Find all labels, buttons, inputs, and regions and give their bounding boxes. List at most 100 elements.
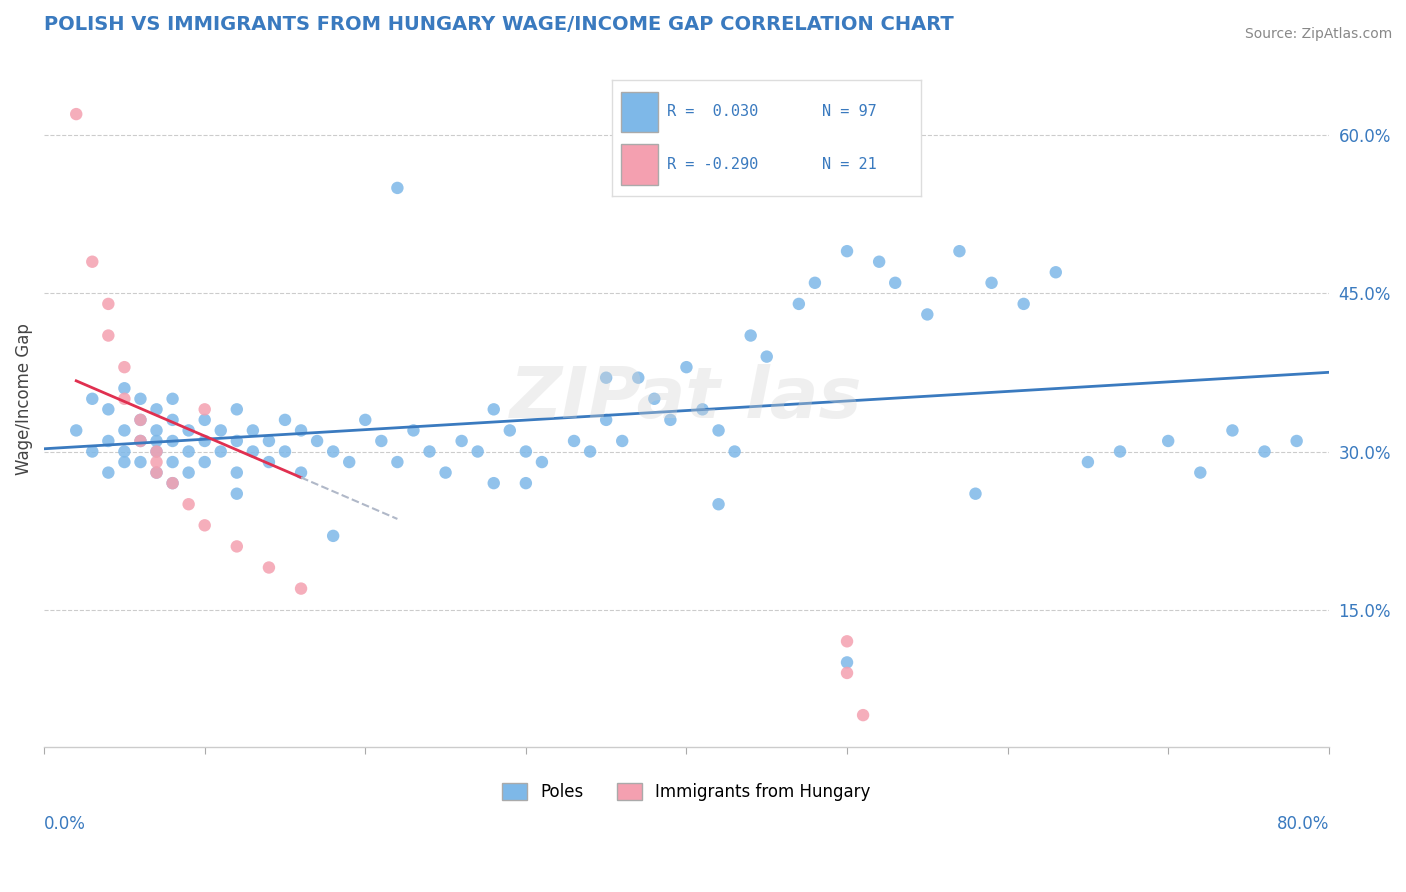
Point: [948, 244, 970, 259]
Point: [1109, 444, 1132, 458]
Point: [723, 444, 745, 458]
Point: [145, 402, 167, 417]
Point: [112, 444, 135, 458]
Point: [1012, 297, 1035, 311]
Point: [129, 392, 152, 406]
Text: R =  0.030: R = 0.030: [668, 104, 759, 120]
Point: [755, 350, 778, 364]
Point: [194, 402, 217, 417]
Point: [290, 466, 312, 480]
Point: [145, 424, 167, 438]
Point: [145, 466, 167, 480]
Point: [1222, 424, 1244, 438]
Text: N = 97: N = 97: [823, 104, 877, 120]
Bar: [621, 92, 658, 132]
Point: [112, 360, 135, 375]
Point: [1253, 444, 1275, 458]
Point: [917, 308, 939, 322]
Point: [225, 402, 247, 417]
Point: [145, 434, 167, 448]
Point: [387, 455, 409, 469]
Point: [1077, 455, 1099, 469]
Point: [707, 424, 730, 438]
Point: [595, 370, 617, 384]
Point: [450, 434, 472, 448]
Text: 80.0%: 80.0%: [1277, 815, 1329, 833]
Point: [627, 370, 650, 384]
Point: [579, 444, 602, 458]
Point: [515, 476, 537, 491]
Text: 0.0%: 0.0%: [44, 815, 86, 833]
Point: [787, 297, 810, 311]
Point: [643, 392, 665, 406]
Point: [274, 413, 297, 427]
Point: [145, 444, 167, 458]
Point: [257, 455, 280, 469]
Point: [595, 413, 617, 427]
Point: [129, 434, 152, 448]
Point: [242, 424, 264, 438]
Point: [257, 560, 280, 574]
Point: [467, 444, 489, 458]
Text: R = -0.290: R = -0.290: [668, 157, 759, 172]
Point: [337, 455, 360, 469]
Point: [112, 381, 135, 395]
Point: [65, 424, 87, 438]
Point: [835, 244, 858, 259]
Point: [177, 424, 200, 438]
Text: POLISH VS IMMIGRANTS FROM HUNGARY WAGE/INCOME GAP CORRELATION CHART: POLISH VS IMMIGRANTS FROM HUNGARY WAGE/I…: [44, 15, 953, 34]
Point: [162, 392, 184, 406]
Point: [162, 476, 184, 491]
Text: ZIPat las: ZIPat las: [510, 364, 863, 434]
Point: [129, 434, 152, 448]
Point: [1045, 265, 1067, 279]
Point: [482, 402, 505, 417]
Point: [82, 392, 104, 406]
Point: [145, 466, 167, 480]
Point: [97, 434, 120, 448]
Point: [162, 434, 184, 448]
Point: [290, 424, 312, 438]
Point: [675, 360, 697, 375]
Point: [145, 455, 167, 469]
Point: [980, 276, 1002, 290]
Point: [209, 444, 232, 458]
Point: [804, 276, 827, 290]
Point: [835, 634, 858, 648]
Point: [225, 466, 247, 480]
Point: [740, 328, 762, 343]
Point: [97, 402, 120, 417]
Point: [209, 424, 232, 438]
Point: [112, 424, 135, 438]
Point: [868, 254, 890, 268]
Point: [562, 434, 585, 448]
Point: [1189, 466, 1212, 480]
Point: [97, 466, 120, 480]
Point: [659, 413, 682, 427]
Point: [177, 497, 200, 511]
Point: [612, 434, 634, 448]
Point: [225, 486, 247, 500]
Point: [884, 276, 907, 290]
Point: [129, 413, 152, 427]
Point: [322, 444, 344, 458]
Point: [194, 434, 217, 448]
Point: [65, 107, 87, 121]
Point: [194, 455, 217, 469]
Point: [242, 444, 264, 458]
Point: [499, 424, 522, 438]
Point: [387, 181, 409, 195]
Point: [965, 486, 987, 500]
Point: [274, 444, 297, 458]
Point: [692, 402, 714, 417]
Point: [162, 476, 184, 491]
Point: [852, 708, 875, 723]
Point: [82, 254, 104, 268]
Text: N = 21: N = 21: [823, 157, 877, 172]
Bar: [621, 144, 658, 185]
Y-axis label: Wage/Income Gap: Wage/Income Gap: [15, 323, 32, 475]
Point: [82, 444, 104, 458]
Point: [257, 434, 280, 448]
Point: [434, 466, 457, 480]
Point: [530, 455, 553, 469]
